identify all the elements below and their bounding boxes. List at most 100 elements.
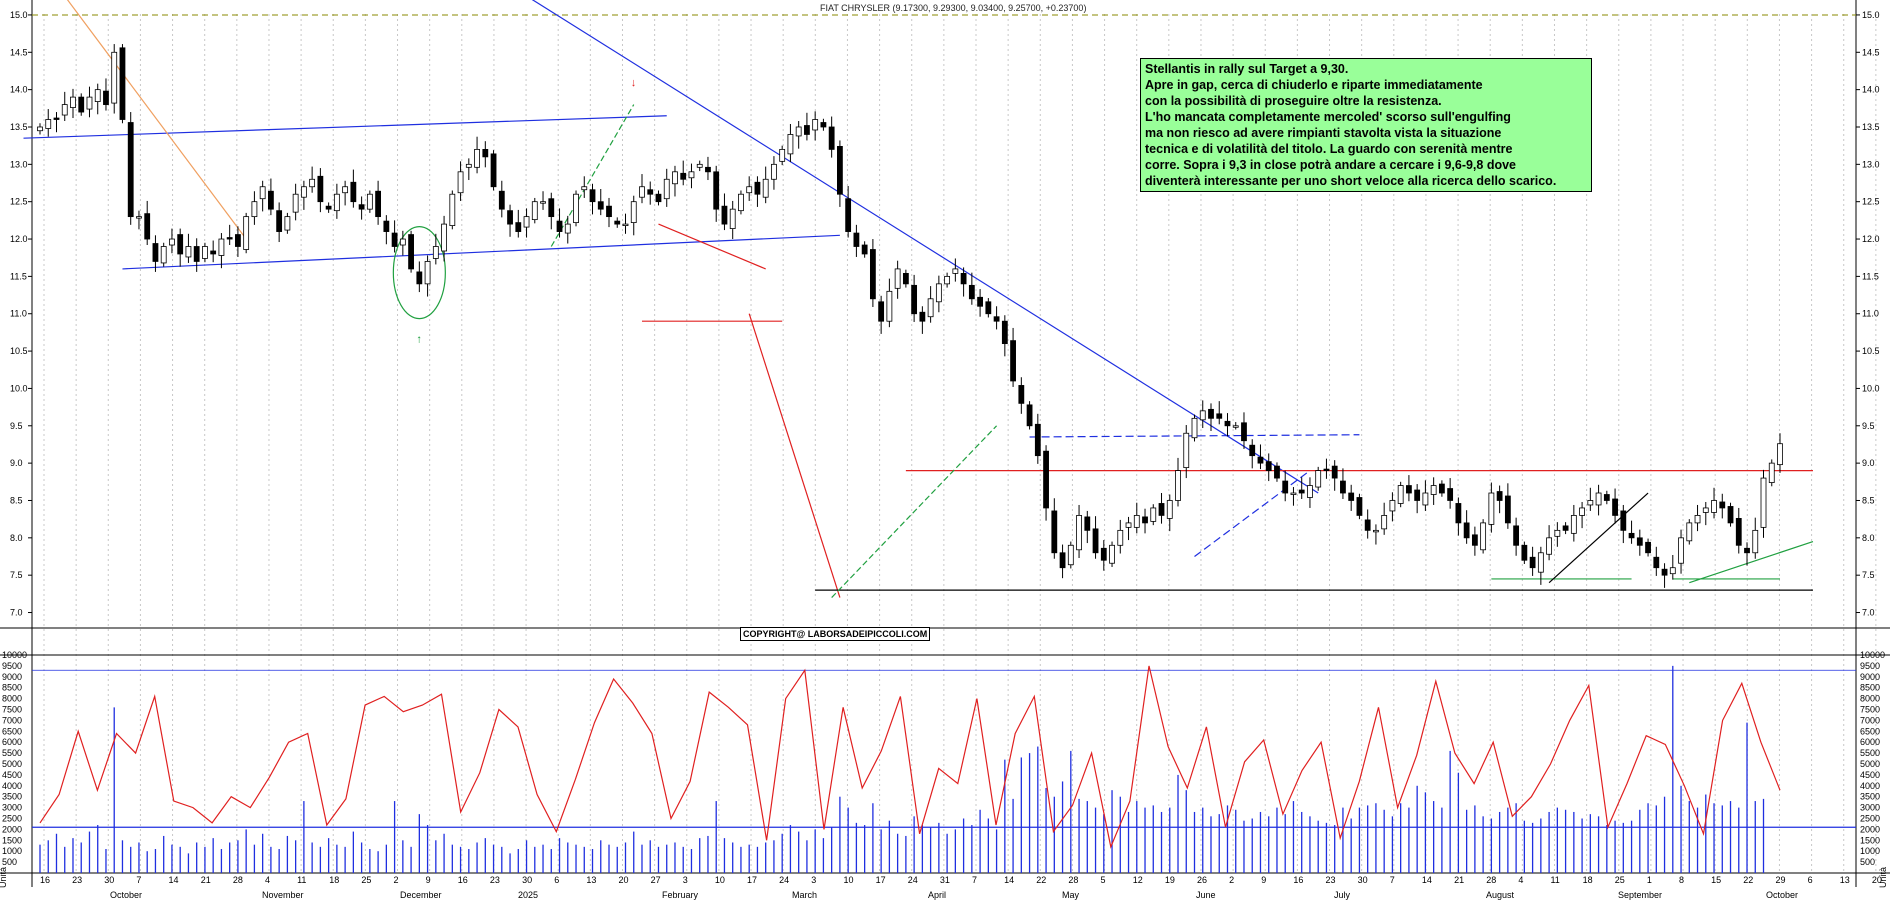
volume-ma-line <box>39 665 1781 849</box>
red-downtrend-line <box>658 223 766 270</box>
candle-body <box>193 246 200 262</box>
candle-body <box>1537 552 1544 573</box>
day-tick-label: 11 <box>1550 875 1559 885</box>
candle-body <box>127 122 134 218</box>
note-line: tecnica e di volatilità del titolo. La g… <box>1145 142 1513 156</box>
day-tick-label: 4 <box>1518 875 1523 885</box>
price-tick-label: 14.5 <box>1862 47 1880 57</box>
candle-body <box>968 284 975 300</box>
candle-body <box>1282 480 1289 494</box>
volume-tick-label: 500 <box>1860 857 1875 867</box>
candle-body <box>935 283 942 303</box>
day-tick-label: 3 <box>683 875 688 885</box>
price-tick-label: 14.0 <box>1862 85 1880 95</box>
candle-body <box>861 244 868 255</box>
month-label: April <box>928 890 946 900</box>
candle-body <box>1100 547 1107 561</box>
candle-body <box>383 220 390 232</box>
candle-body <box>449 193 456 226</box>
candle-body <box>1249 444 1256 457</box>
candle-body <box>779 148 786 162</box>
candle-body <box>606 205 612 218</box>
volume-tick-label: 2000 <box>1860 824 1880 834</box>
candle-body <box>309 178 316 188</box>
day-tick-label: 2 <box>394 875 399 885</box>
price-tick-label: 11.0 <box>10 309 27 319</box>
day-tick-label: 13 <box>586 875 596 885</box>
candle-body <box>738 193 744 212</box>
candle-body <box>94 89 101 102</box>
candle-body <box>70 96 76 108</box>
volume-tick-label: 1500 <box>2 835 22 845</box>
candles <box>37 44 1783 588</box>
candle-body <box>284 216 291 231</box>
note-line: Stellantis in rally sul Target a 9,30. <box>1145 62 1349 76</box>
day-tick-label: 15 <box>1711 875 1721 885</box>
price-tick-label: 10.0 <box>1862 383 1880 393</box>
candle-body <box>482 148 489 158</box>
candle-body <box>1447 488 1454 501</box>
price-tick-label: 13.0 <box>10 159 28 169</box>
volume-tick-label: 500 <box>2 857 17 867</box>
day-tick-label: 28 <box>233 875 243 885</box>
volume-tick-label: 8500 <box>2 683 22 693</box>
candle-body <box>902 272 909 285</box>
candle-body <box>1711 500 1717 513</box>
month-label: March <box>792 890 817 900</box>
candle-body <box>350 181 357 203</box>
candle-body <box>342 186 349 194</box>
candle-body <box>639 186 645 198</box>
green-sep-uptrend-line <box>1689 540 1814 584</box>
candle-body <box>878 301 885 322</box>
red-steep-line <box>748 313 841 598</box>
candle-body <box>1364 519 1371 531</box>
note-line: ma non riesco ad avere rimpianti stavolt… <box>1145 126 1502 140</box>
candle-body <box>1125 522 1132 528</box>
chart-title: FIAT CHRYSLER (9.17300, 9.29300, 9.03400… <box>820 3 1086 13</box>
volume-bars <box>32 665 1856 873</box>
day-tick-label: 5 <box>1101 875 1106 885</box>
volume-unit-left: Unità <box>0 867 8 888</box>
candle-body <box>1191 417 1198 439</box>
candle-body <box>1430 485 1437 495</box>
candle-body <box>268 190 274 210</box>
candle-body <box>1480 522 1487 551</box>
candle-body <box>292 193 299 213</box>
candle-body <box>1521 544 1528 561</box>
candle-body <box>886 290 893 322</box>
price-tick-label: 11.5 <box>1862 271 1879 281</box>
candle-body <box>721 205 728 225</box>
candle-body <box>375 190 382 218</box>
day-tick-label: 4 <box>265 875 270 885</box>
day-tick-label: 31 <box>940 875 950 885</box>
price-tick-label: 12.0 <box>1862 234 1880 244</box>
price-tick-label: 7.0 <box>1862 608 1875 618</box>
candle-body <box>1257 456 1264 464</box>
candle-body <box>1315 470 1322 488</box>
candle-body <box>754 181 761 195</box>
day-tick-label: 22 <box>1036 875 1046 885</box>
candle-body <box>1438 483 1445 494</box>
candle-body <box>1406 485 1412 494</box>
volume-tick-label: 10000 <box>2 650 27 660</box>
candle-body <box>869 249 876 300</box>
candle-body <box>762 178 769 198</box>
price-tick-label: 8.5 <box>10 495 23 505</box>
candle-body <box>1661 568 1668 576</box>
candle-body <box>630 201 637 224</box>
day-tick-label: 20 <box>618 875 628 885</box>
note-line: con la possibilità di proseguire oltre l… <box>1145 94 1442 108</box>
candle-body <box>688 171 695 179</box>
candle-body <box>333 193 340 212</box>
candle-body <box>771 163 777 180</box>
price-axis-ticks: 7.0 7.0 7.5 7.5 8.0 8.0 8.5 8.5 9.0 9.0 9.5 9.5 10.0… <box>10 10 1880 618</box>
candle-body <box>1381 515 1388 530</box>
candle-body <box>1274 465 1280 479</box>
trend-lines: ↑↓ <box>23 0 1814 599</box>
price-tick-label: 9.5 <box>10 421 23 431</box>
price-tick-label: 11.5 <box>10 271 27 281</box>
analysis-note: Stellantis in rally sul Target a 9,30. A… <box>1140 58 1592 192</box>
candle-body <box>1694 515 1701 524</box>
candle-body <box>86 96 93 110</box>
